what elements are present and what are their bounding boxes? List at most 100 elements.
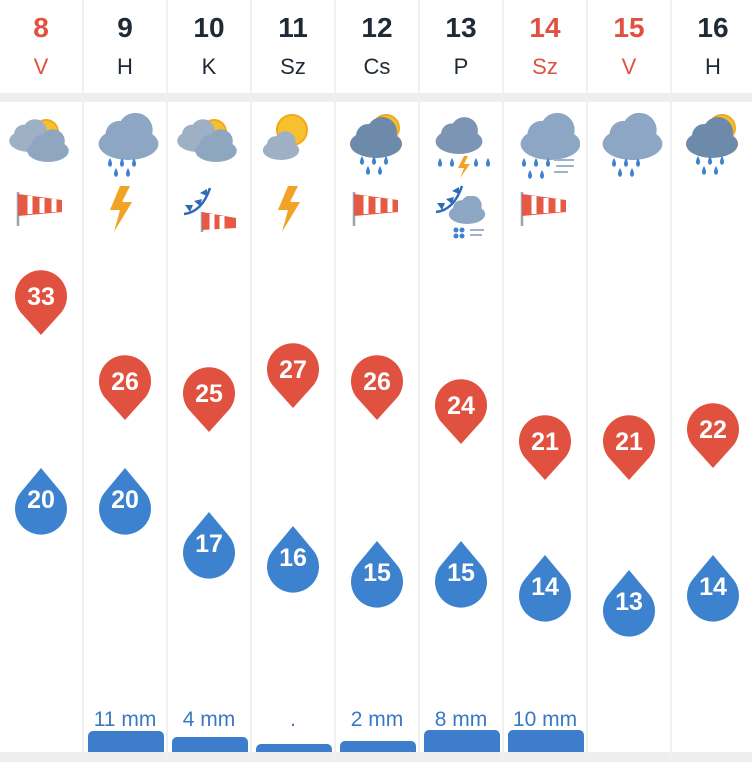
windsock-icon: [348, 182, 408, 243]
day-of-week: V: [33, 54, 49, 79]
column-divider: [334, 0, 336, 762]
precip-bar: [256, 744, 332, 752]
hail-cloud-icon: [428, 195, 492, 247]
day-column[interactable]: 16 H 22 14: [672, 0, 752, 762]
precip-bar: [424, 730, 500, 752]
max-temp-marker: 25: [181, 366, 237, 436]
max-temp-value: 33: [27, 283, 55, 311]
day-column[interactable]: 9 H 26 20 11 mm: [84, 0, 166, 762]
min-temp-value: 14: [699, 573, 727, 601]
max-temp-marker: 21: [601, 414, 657, 484]
precip-amount: 11 mm: [93, 708, 157, 731]
precip-bar: [508, 730, 584, 752]
max-temp-value: 27: [279, 355, 307, 384]
day-column[interactable]: 13 P 24 15 8 mm: [420, 0, 502, 762]
min-temp-marker: 15: [433, 539, 489, 609]
precip-amount: 10 mm: [512, 708, 578, 731]
rain-wind-icon: [510, 112, 581, 187]
max-temp-marker: 22: [685, 402, 741, 472]
day-column[interactable]: 12 Cs 26 15 2 mm: [336, 0, 418, 762]
min-temp-marker: 17: [181, 510, 237, 580]
min-temp-value: 20: [27, 486, 55, 514]
precip-amount: 8 mm: [434, 708, 488, 731]
windsock-icon: [12, 182, 72, 243]
precip-amount: 4 mm: [182, 708, 236, 731]
max-temp-value: 26: [363, 367, 391, 396]
sun-cloud-icon: [258, 112, 328, 187]
column-divider: [418, 0, 420, 762]
day-of-week: P: [453, 54, 469, 79]
min-temp-value: 14: [531, 573, 559, 601]
max-temp-value: 24: [447, 391, 475, 420]
min-temp-value: 16: [279, 544, 307, 572]
column-divider: [250, 0, 252, 762]
cold-front-windsock-icon: [180, 182, 240, 243]
precip-bar: [340, 741, 416, 752]
max-temp-marker: 21: [517, 414, 573, 484]
day-date: 9: [117, 12, 133, 43]
day-date: 8: [33, 12, 49, 43]
precip-amount: .: [290, 708, 296, 731]
day-column[interactable]: 15 V 21 13: [588, 0, 670, 762]
max-temp-marker: 33: [13, 269, 69, 339]
header-band: [0, 0, 752, 93]
min-temp-marker: 20: [97, 466, 153, 536]
day-of-week: Sz: [280, 54, 306, 79]
day-date: 11: [278, 12, 308, 43]
day-of-week: V: [621, 54, 637, 79]
max-temp-value: 21: [531, 428, 559, 457]
partly-cloudy-icon: [174, 112, 244, 187]
max-temp-value: 22: [699, 416, 727, 445]
day-column[interactable]: 10 K 25 17 4 mm: [168, 0, 250, 762]
windsock-icon: [516, 182, 576, 243]
day-column[interactable]: 8 V 33 20: [0, 0, 82, 762]
precip-amount: 2 mm: [350, 708, 404, 731]
day-of-week: H: [705, 54, 721, 79]
day-date: 16: [697, 12, 729, 43]
min-temp-value: 13: [615, 587, 643, 616]
precip-bar: [172, 737, 248, 752]
day-of-week: H: [117, 54, 133, 79]
rain-icon: [90, 112, 160, 187]
min-temp-marker: 14: [685, 553, 741, 623]
sun-cloud-rain-icon: [678, 112, 748, 187]
rain-icon: [594, 112, 664, 187]
day-date: 13: [445, 12, 477, 43]
day-date: 14: [529, 12, 561, 43]
day-of-week: Cs: [363, 54, 391, 79]
day-date: 15: [613, 12, 645, 43]
min-temp-value: 17: [195, 529, 223, 558]
min-temp-value: 15: [363, 558, 391, 587]
min-temp-value: 15: [447, 558, 475, 587]
max-temp-marker: 26: [97, 354, 153, 424]
max-temp-marker: 24: [433, 378, 489, 448]
column-divider: [502, 0, 504, 762]
partly-cloudy-icon: [6, 112, 76, 187]
max-temp-value: 26: [111, 367, 139, 396]
sun-cloud-rain-icon: [342, 112, 412, 187]
separator-band: [0, 93, 752, 102]
cold-front-icon: [432, 182, 492, 243]
day-column[interactable]: 11 Sz 27 16.: [252, 0, 334, 762]
lightning-icon: [96, 182, 156, 243]
min-temp-marker: 16: [265, 524, 321, 594]
max-temp-value: 25: [195, 379, 223, 408]
day-column[interactable]: 14 Sz 21 14 10 mm: [504, 0, 586, 762]
day-of-week: Sz: [532, 54, 558, 79]
min-temp-marker: 15: [349, 539, 405, 609]
min-temp-marker: 20: [13, 466, 69, 536]
min-temp-marker: 13: [601, 568, 657, 638]
max-temp-value: 21: [615, 428, 643, 457]
column-divider: [586, 0, 588, 762]
thunderstorm-rain-icon: [426, 112, 496, 187]
column-divider: [82, 0, 84, 762]
day-date: 10: [193, 12, 225, 43]
max-temp-marker: 26: [349, 354, 405, 424]
column-divider: [670, 0, 672, 762]
precip-bar: [88, 731, 164, 752]
min-temp-marker: 14: [517, 553, 573, 623]
max-temp-marker: 27: [265, 342, 321, 412]
footer-band: [0, 752, 752, 762]
day-of-week: K: [201, 54, 217, 79]
